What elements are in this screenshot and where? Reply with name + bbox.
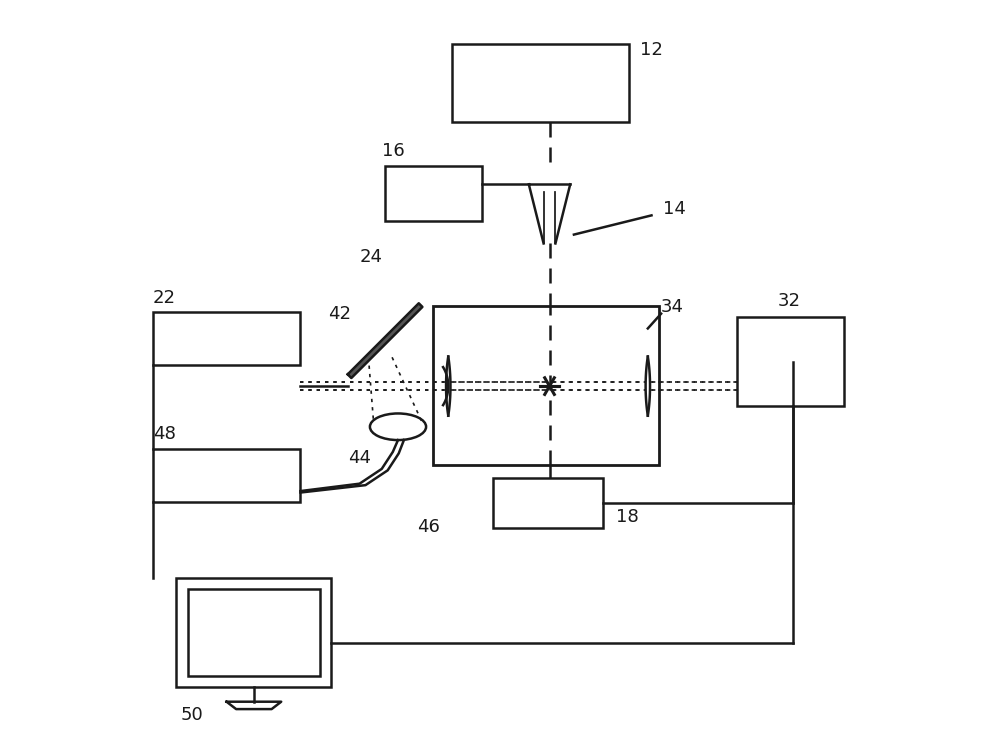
Text: 44: 44 [348,449,371,467]
Text: 22: 22 [153,289,176,307]
Bar [737,317,844,406]
Text: 12: 12 [640,41,663,59]
Bar [385,166,482,221]
Text: 42: 42 [329,305,352,323]
Bar [433,306,659,465]
Text: 14: 14 [663,200,685,218]
Bar [452,44,629,121]
Ellipse shape [370,413,426,440]
Bar [188,589,320,676]
Bar [493,477,603,528]
Bar [176,578,331,687]
Bar [153,312,300,365]
Bar [153,449,300,502]
Text: 24: 24 [360,248,383,266]
Text: 48: 48 [153,425,175,443]
Text: 32: 32 [778,292,801,310]
Polygon shape [348,303,422,378]
Text: 18: 18 [616,508,639,526]
Text: 16: 16 [382,142,404,160]
Text: 50: 50 [181,706,203,724]
Text: 46: 46 [417,518,440,536]
Text: 34: 34 [661,298,684,316]
